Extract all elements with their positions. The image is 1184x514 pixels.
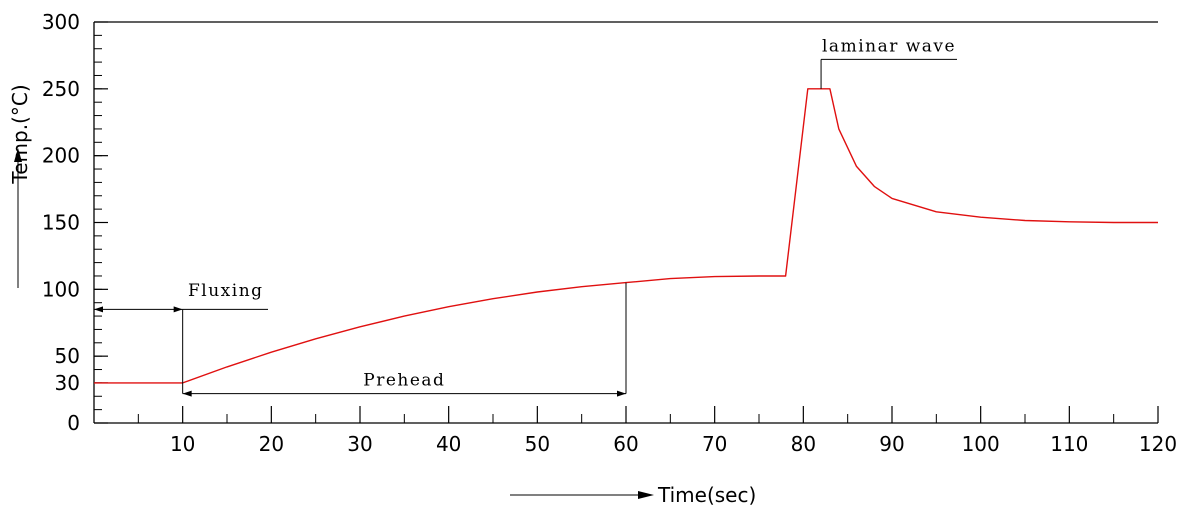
y-tick-label: 300 [42, 10, 80, 34]
x-tick-label: 30 [347, 432, 372, 456]
x-tick-label: 50 [525, 432, 550, 456]
arrowhead-icon [617, 390, 626, 397]
y-axis-arrowhead-icon [14, 148, 22, 162]
y-tick-label: 200 [42, 144, 80, 168]
prehead-label: Prehead [363, 371, 445, 391]
x-tick-label: 40 [436, 432, 461, 456]
laminar-wave-label: laminar wave [822, 36, 956, 56]
axis-titles: Temp.(°C) Time(sec) [8, 84, 756, 507]
y-tick-label: 250 [42, 77, 80, 101]
y-axis-label: Temp.(°C) [8, 84, 32, 184]
x-tick-label: 90 [879, 432, 904, 456]
x-tick-label: 110 [1050, 432, 1088, 456]
x-tick-label: 120 [1139, 432, 1177, 456]
x-axis-arrowhead-icon [638, 491, 654, 499]
y-tick-label: 100 [42, 277, 80, 301]
arrowhead-icon [182, 390, 192, 397]
y-tick-label: 50 [55, 344, 80, 368]
x-tick-label: 100 [962, 432, 1000, 456]
arrowhead-icon [173, 306, 183, 313]
y-tick-label: 0 [67, 411, 80, 435]
temperature-series-line [94, 88, 1158, 384]
x-tick-label: 10 [170, 432, 195, 456]
x-tick-label: 70 [702, 432, 727, 456]
x-tick-label: 20 [259, 432, 284, 456]
x-axis-label: Time(sec) [657, 483, 756, 507]
x-axis-ticks: 10 20 30 40 50 60 70 80 90 100 110 120 [137, 406, 1177, 456]
series-layer [94, 88, 1158, 384]
y-tick-label: 150 [42, 211, 80, 235]
annotation-layer: Fluxing Prehead laminar wave [94, 36, 957, 397]
y-tick-label: 30 [55, 371, 80, 395]
x-tick-label: 60 [613, 432, 638, 456]
y-axis-ticks: 0 30 50 100 150 200 250 300 [42, 10, 108, 435]
fluxing-label: Fluxing [188, 281, 264, 301]
x-tick-label: 80 [791, 432, 816, 456]
arrowhead-icon [94, 306, 103, 313]
